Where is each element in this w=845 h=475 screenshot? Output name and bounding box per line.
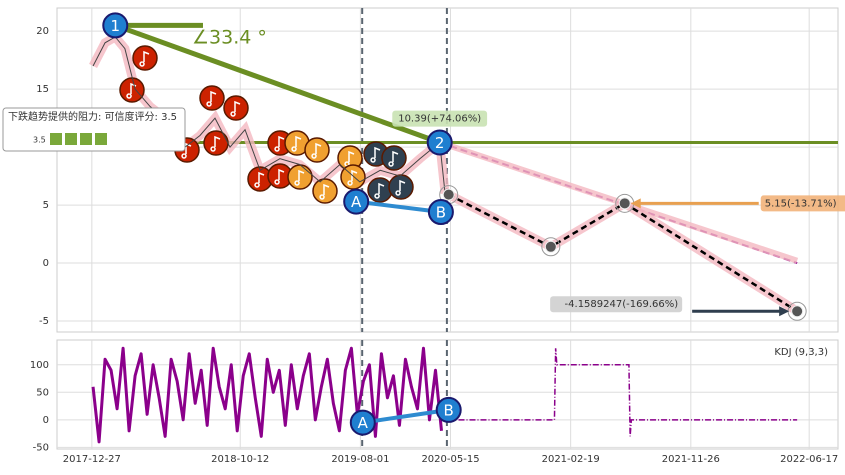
marker (427, 199, 454, 226)
indicator-label: KDJ (9,3,3) (774, 347, 828, 358)
signal-icon-glyph (311, 142, 322, 159)
tooltip-text: 下跌趋势提供的阻力: 可信度评分: 3.5 (8, 110, 177, 123)
y-tick-label: 0 (43, 258, 49, 269)
signal-icon-glyph (294, 169, 305, 186)
trend-line (114, 23, 441, 145)
marker (102, 12, 129, 39)
annotation-box (392, 110, 488, 127)
angle-label: ∠33.4 ° (192, 27, 267, 49)
signal-icon-glyph (388, 150, 399, 167)
annotation-box (550, 296, 683, 313)
y-tick-label: 15 (36, 84, 49, 95)
signal-icon (119, 77, 145, 103)
x-tick-label: 2018-10-12 (211, 454, 269, 465)
y-tick-label: 50 (36, 387, 49, 398)
x-tick-label: 2017-12-27 (63, 454, 121, 465)
marker (349, 409, 376, 436)
signal-icon (199, 85, 225, 111)
kdj-line (91, 346, 443, 444)
marker-label: A (351, 193, 362, 211)
marker-connector (355, 199, 442, 215)
tooltip-star (50, 133, 62, 145)
projection-point (541, 237, 561, 257)
projection-point-core (618, 197, 631, 210)
x-tick-label: 2022-06-17 (780, 454, 838, 465)
signal-icon (132, 45, 158, 71)
y-tick-label: 20 (36, 26, 49, 37)
marker (426, 129, 453, 156)
signal-icon-glyph (181, 142, 192, 159)
price-line (92, 36, 446, 194)
signal-icon (223, 95, 249, 121)
signal-icon (203, 130, 229, 156)
projection-line (448, 193, 798, 313)
annotation-arrowhead (630, 198, 641, 209)
tooltip-star (95, 133, 107, 145)
marker-label: B (436, 204, 446, 222)
marker-label: A (358, 414, 369, 432)
signal-icon-glyph (254, 171, 265, 188)
marker-label: B (444, 401, 454, 419)
signal-icon-glyph (210, 135, 221, 152)
tooltip-star (65, 133, 77, 145)
tooltip-score: 3.5 (33, 136, 46, 145)
annotation-arrowhead (779, 306, 790, 317)
signal-icon-glyph (291, 135, 302, 152)
annotation-box (760, 195, 845, 212)
tooltip-box (2, 107, 186, 152)
signal-icon-glyph (139, 50, 150, 67)
signal-icon-glyph (230, 100, 241, 117)
signal-icon-glyph (206, 90, 217, 107)
annotation-label: 5.15(-13.71%) (765, 198, 837, 209)
annotation-label: -4.1589247(-169.66%) (565, 299, 679, 310)
signal-icon-glyph (274, 168, 285, 185)
signal-icon (304, 137, 330, 163)
projection-point-core (544, 240, 557, 253)
signal-icon (388, 174, 414, 200)
signal-icon-glyph (347, 169, 358, 186)
signal-icon-glyph (395, 179, 406, 196)
signal-icon-glyph (274, 135, 285, 152)
marker-connector (362, 407, 449, 425)
y-tick-label: 5 (43, 200, 49, 211)
signal-icon (381, 145, 407, 171)
trend-line (438, 139, 799, 264)
x-tick-label: 2020-05-15 (421, 454, 479, 465)
projection-point-core (442, 188, 455, 201)
marker-label: 1 (111, 17, 121, 35)
signal-icon (312, 178, 338, 204)
projection-point-core (791, 305, 804, 318)
x-tick-label: 2019-08-01 (331, 454, 389, 465)
y-tick-label: 100 (30, 360, 49, 371)
x-tick-label: 2021-11-26 (662, 454, 720, 465)
annotation-label: 10.39(+74.06%) (398, 114, 481, 125)
y-tick-label: -50 (33, 442, 49, 453)
marker (435, 396, 462, 423)
y-tick-label: 0 (43, 415, 49, 426)
marker (343, 188, 370, 215)
signal-icon-glyph (319, 183, 330, 200)
signal-icon-glyph (374, 182, 385, 199)
x-tick-label: 2021-02-19 (542, 454, 600, 465)
marker-label: 2 (435, 134, 445, 152)
y-tick-label: -5 (39, 316, 49, 327)
signal-icon (287, 164, 313, 190)
kdj-line-projected (447, 348, 798, 437)
signal-icon (367, 177, 393, 203)
tooltip-star (80, 133, 92, 145)
signal-icon-glyph (370, 146, 381, 163)
